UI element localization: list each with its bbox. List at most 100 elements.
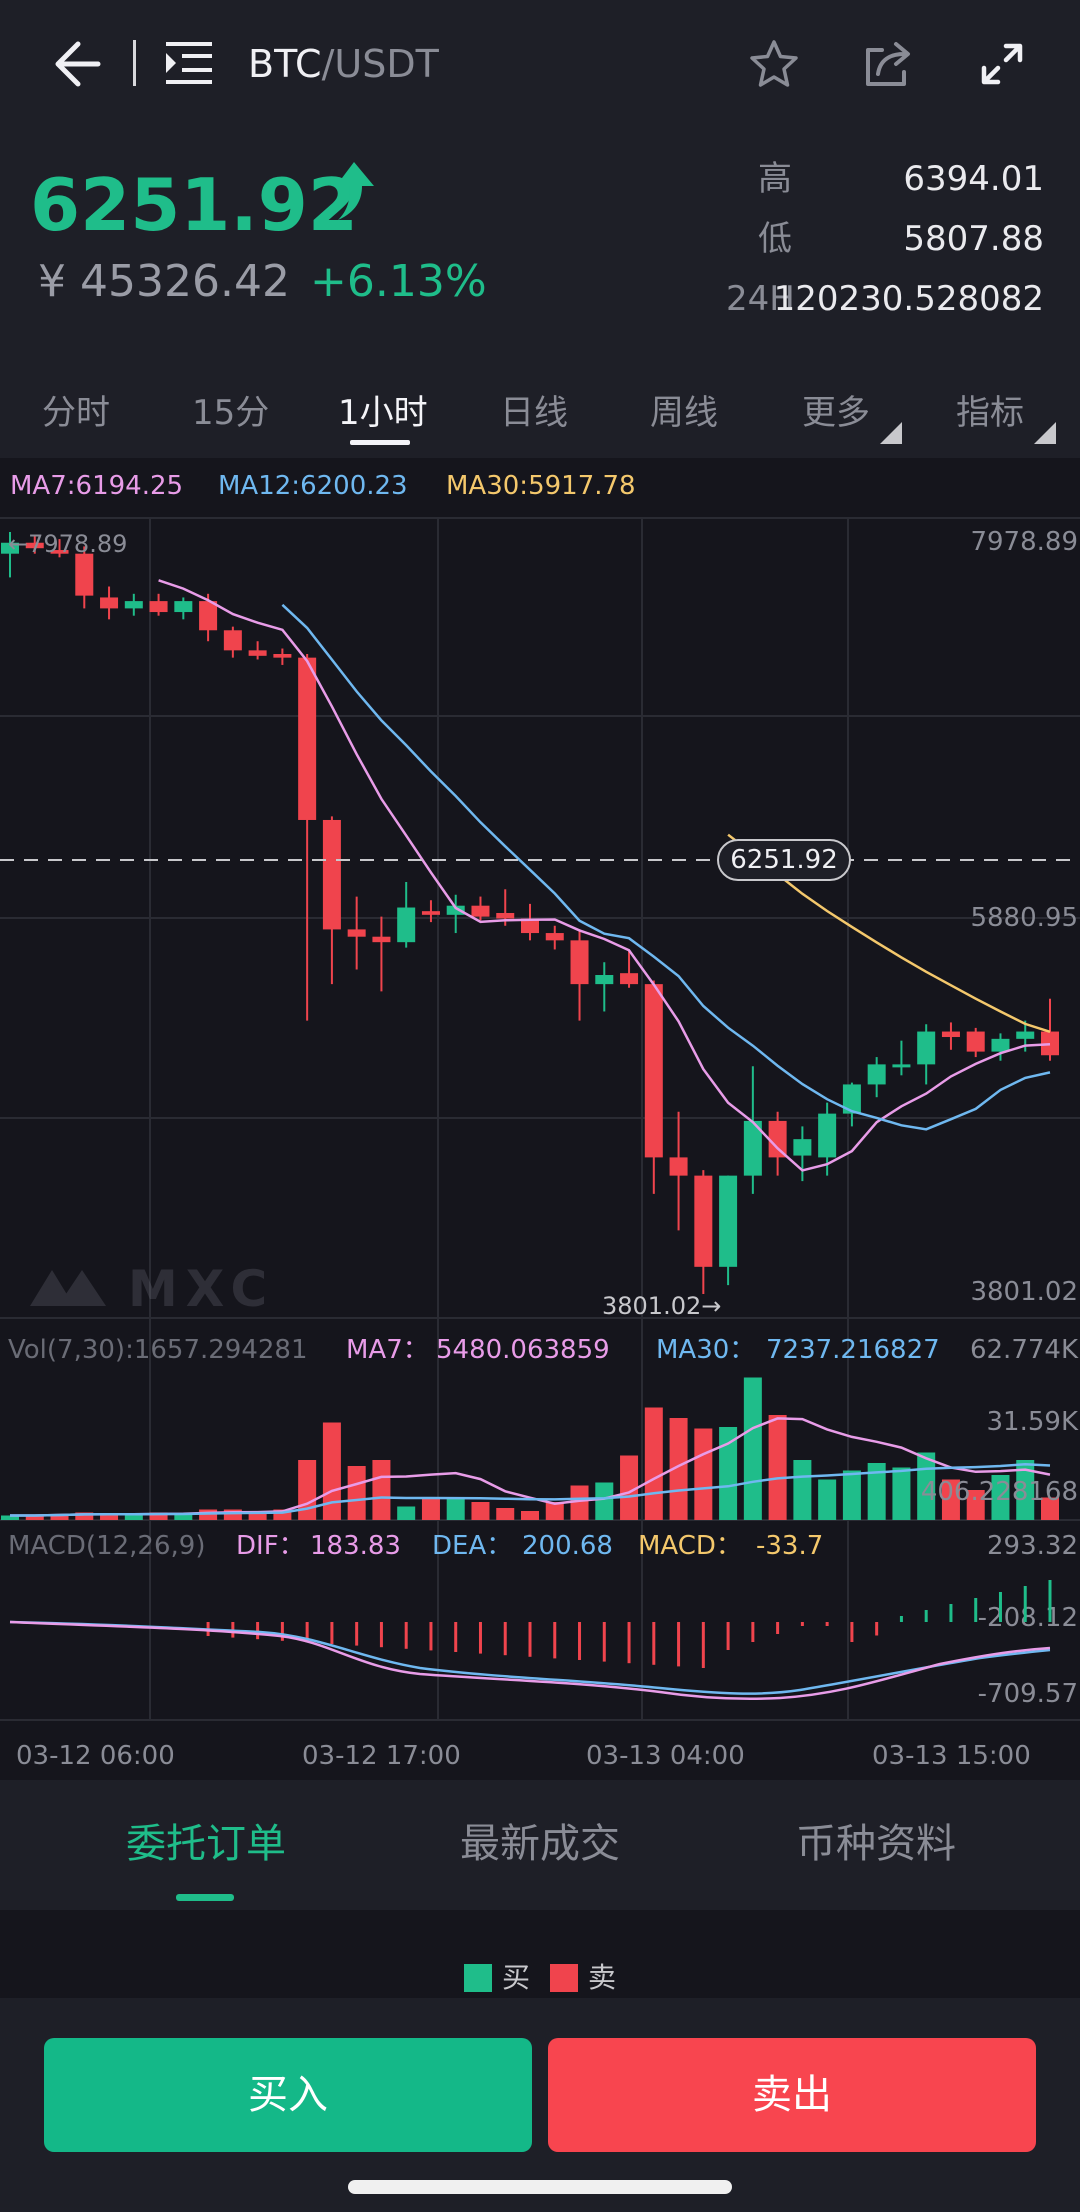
candle-body <box>25 542 44 549</box>
mxc-watermark: MXC <box>30 1260 275 1318</box>
low-label: 低 <box>758 219 792 259</box>
volume-bar <box>223 1509 242 1520</box>
timeframe-tabs: 分时 15分 1小时 日线 周线 更多 指标 <box>0 370 1080 458</box>
tab-more[interactable]: 更多 <box>802 393 870 433</box>
legend-sell: 卖 <box>550 1962 616 1994</box>
candle-body <box>644 984 663 1158</box>
candle-body <box>842 1084 861 1114</box>
back-arrow-icon[interactable] <box>50 38 102 90</box>
vol-ma30-value: 7237.216827 <box>766 1335 940 1365</box>
favorite-star-icon[interactable] <box>748 38 800 90</box>
volume-bar <box>124 1514 143 1520</box>
macd-hist-label: MACD： <box>638 1531 742 1561</box>
candle-body <box>719 1175 738 1267</box>
macd-hist-value: -33.7 <box>756 1531 823 1561</box>
kline-chart[interactable]: MXC MA7:6194.25 MA12:6200.23 MA30:5917.7… <box>0 458 1080 1780</box>
high-value: 6394.01 <box>903 159 1044 199</box>
sell-button[interactable]: 卖出 <box>548 2038 1036 2152</box>
x-axis-label-2: 03-12 17:00 <box>302 1741 461 1771</box>
volume-24h-value: 120230.528082 <box>773 279 1044 319</box>
volume-ma30-line <box>10 1463 1051 1517</box>
tab-daily[interactable]: 日线 <box>500 393 568 433</box>
volume-bar <box>719 1427 738 1520</box>
tab-indicators[interactable]: 指标 <box>956 393 1024 433</box>
macd-axis-mid: -208.12 <box>978 1603 1078 1633</box>
candle-body <box>124 601 143 609</box>
volume-bar <box>966 1490 985 1520</box>
candle-body <box>966 1031 985 1052</box>
volume-bar <box>100 1514 119 1520</box>
active-tab-underline <box>350 440 410 445</box>
volume-legend: Vol(7,30):1657.294281 <box>8 1335 308 1365</box>
candle-body <box>545 933 564 941</box>
fullscreen-icon[interactable] <box>978 40 1026 88</box>
volume-bar <box>521 1511 539 1520</box>
volume-bar <box>1 1515 19 1520</box>
tab-weekly[interactable]: 周线 <box>650 393 718 433</box>
candle-body <box>793 1139 812 1156</box>
candle-body <box>347 929 366 937</box>
sell-swatch <box>550 1964 578 1992</box>
trade-action-bar: 买入 卖出 <box>0 1998 1080 2212</box>
candle-body <box>50 550 69 554</box>
x-axis-label-3: 03-13 04:00 <box>586 1741 745 1771</box>
macd-legend: MACD(12,26,9) <box>8 1531 205 1561</box>
candle-body <box>818 1113 837 1158</box>
share-icon[interactable] <box>862 38 914 90</box>
candle-body <box>397 907 416 943</box>
volume-bar <box>75 1512 94 1520</box>
vol-axis-low: 406.228168 <box>921 1477 1078 1507</box>
kline-chart-area[interactable]: MXC MA7:6194.25 MA12:6200.23 MA30:5917.7… <box>0 458 1080 1780</box>
more-dropdown-icon <box>880 422 902 444</box>
macd-dif-line <box>9 1620 1051 1700</box>
candle-body <box>1016 1031 1035 1039</box>
current-price-tag-text: 6251.92 <box>730 845 838 875</box>
candle-body <box>595 975 614 985</box>
volume-bar <box>322 1422 341 1520</box>
candle-body <box>273 653 292 658</box>
legend-sell-label: 卖 <box>588 1961 617 1994</box>
tab-coin-info[interactable]: 币种资料 <box>796 1821 956 1867</box>
menu-list-icon[interactable] <box>164 40 214 86</box>
indicators-dropdown-icon <box>1034 422 1056 444</box>
x-axis-label-4: 03-13 15:00 <box>872 1741 1031 1771</box>
top-bar: BTC/USDT <box>0 0 1080 130</box>
candle-body <box>991 1038 1010 1052</box>
current-price-tag <box>717 839 851 881</box>
tab-latest-trades[interactable]: 最新成交 <box>460 1821 620 1867</box>
candle-body <box>1 542 19 554</box>
depth-legend: 买 卖 <box>0 1910 1080 1998</box>
macd-axis-bottom: -709.57 <box>978 1679 1078 1709</box>
volume-bar <box>570 1485 589 1520</box>
buy-button[interactable]: 买入 <box>44 2038 532 2152</box>
detail-tab-underline <box>176 1894 234 1901</box>
candle-body <box>322 819 341 930</box>
volume-bars <box>1 1377 1059 1520</box>
candle-body <box>199 601 218 631</box>
macd-dif-label: DIF： <box>236 1531 305 1561</box>
tab-open-orders[interactable]: 委托订单 <box>126 1821 286 1867</box>
volume-bar <box>1016 1460 1035 1520</box>
legend-buy: 买 <box>464 1962 530 1994</box>
macd-dea-label: DEA： <box>432 1531 512 1561</box>
candle-body <box>867 1064 886 1085</box>
high-label: 高 <box>758 159 792 199</box>
tab-1hour[interactable]: 1小时 <box>338 393 428 433</box>
candle-body <box>1041 1031 1059 1056</box>
volume-bar <box>496 1508 515 1520</box>
volume-bar <box>347 1466 366 1520</box>
candle-body <box>421 911 440 915</box>
ma7-line <box>158 579 1051 1172</box>
volume-bar <box>248 1511 267 1520</box>
price-change-percent: +6.13% <box>310 256 487 307</box>
price-up-arrow-icon <box>336 162 374 220</box>
y-axis-mid: 5880.95 <box>970 903 1078 933</box>
volume-bar <box>397 1506 416 1520</box>
volume-bar <box>669 1418 688 1520</box>
candle-body <box>75 553 94 596</box>
tab-timeshare[interactable]: 分时 <box>42 393 110 433</box>
watermark-text: MXC <box>128 1260 275 1318</box>
volume-ma-lines <box>10 1417 1051 1517</box>
candle-body <box>917 1031 936 1065</box>
tab-15min[interactable]: 15分 <box>192 393 270 433</box>
